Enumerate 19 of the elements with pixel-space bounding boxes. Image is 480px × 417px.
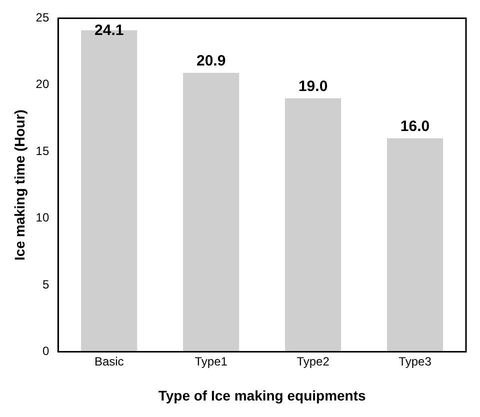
data-label: 16.0	[400, 118, 430, 135]
x-tick-label: Type3	[398, 354, 432, 368]
x-tick-label: Basic	[94, 354, 124, 368]
y-tick-label: 10	[36, 210, 50, 225]
bar	[183, 72, 240, 352]
bar	[386, 138, 444, 352]
data-label: 24.1	[94, 22, 124, 39]
y-tick-label: 15	[36, 144, 50, 158]
data-label: 19.0	[298, 78, 328, 95]
y-tick-label: 25	[36, 10, 50, 25]
data-label: 20.9	[196, 52, 226, 70]
y-axis-title: Ice making time (Hour)	[11, 110, 28, 260]
y-tick-label: 5	[42, 277, 50, 292]
x-axis-title: Type of Ice making equipments	[158, 387, 366, 404]
x-tick-label: Type1	[194, 354, 228, 368]
y-tick-label: 0	[42, 344, 50, 358]
bar	[285, 98, 342, 352]
y-tick-label: 20	[36, 77, 50, 92]
x-tick-label: Type2	[296, 354, 330, 368]
